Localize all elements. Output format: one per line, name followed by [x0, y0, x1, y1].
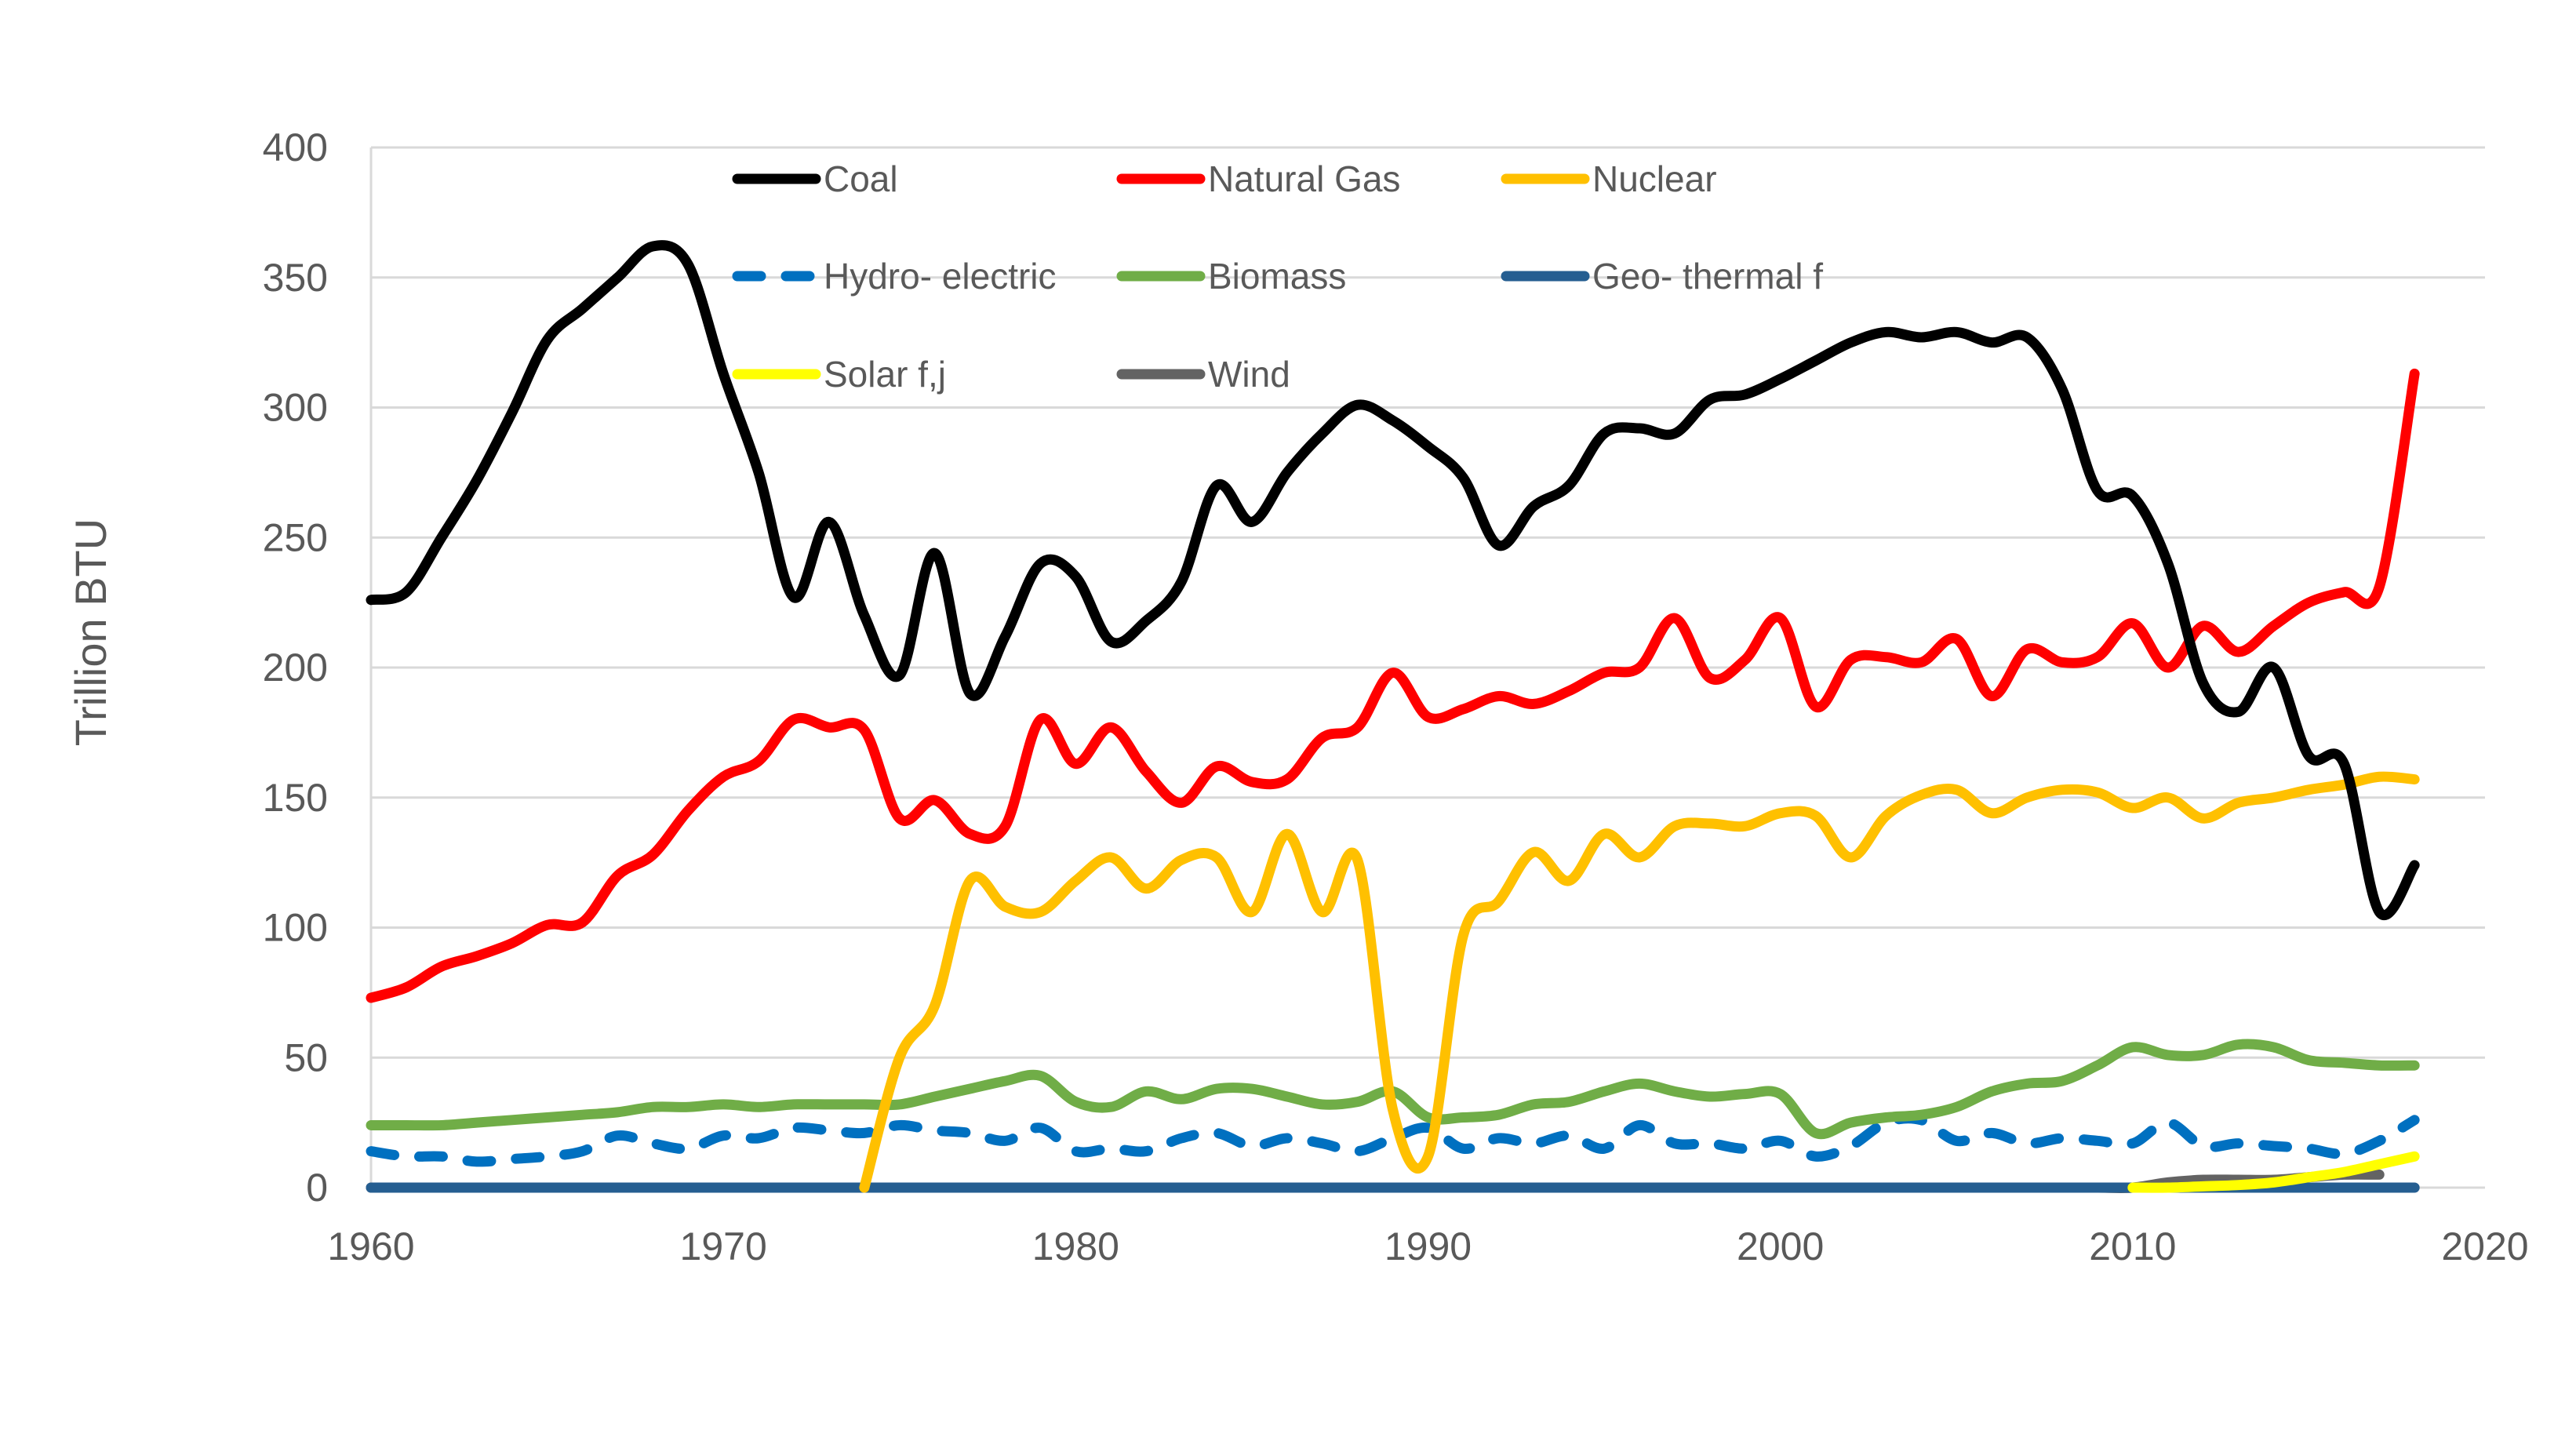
x-tick-label: 1960 — [327, 1224, 414, 1268]
y-axis-label: Trillion BTU — [66, 519, 115, 746]
y-tick-label: 150 — [263, 776, 328, 820]
y-tick-label: 100 — [263, 906, 328, 950]
legend-label-biomass: Biomass — [1208, 256, 1346, 297]
y-tick-label: 0 — [306, 1166, 328, 1210]
x-tick-label: 1980 — [1032, 1224, 1119, 1268]
legend: Coal Natural Gas Nuclear Hydro- electric Bio… — [732, 158, 1823, 395]
legend-label-coal: Coal — [824, 158, 898, 199]
y-tick-label: 350 — [263, 256, 328, 300]
y-tick-label: 400 — [263, 126, 328, 169]
y-tick-label: 300 — [263, 386, 328, 430]
series-line-natural-gas — [366, 368, 2420, 1003]
x-axis: 1960 1970 1980 1990 2000 2010 2020 — [327, 1224, 2528, 1268]
x-tick-label: 2000 — [1737, 1224, 1824, 1268]
x-tick-label: 2020 — [2441, 1224, 2528, 1268]
series-line-solar-f-j — [2127, 1151, 2420, 1193]
legend-label-nuclear: Nuclear — [1592, 158, 1717, 199]
x-tick-label: 2010 — [2089, 1224, 2176, 1268]
legend-label-solar-f-j: Solar f,j — [824, 354, 946, 395]
series-line-coal — [366, 240, 2420, 920]
y-tick-label: 50 — [284, 1035, 328, 1079]
legend-label-wind: Wind — [1208, 354, 1290, 395]
y-tick-label: 250 — [263, 515, 328, 559]
series-line-nuclear — [859, 771, 2420, 1193]
legend-label-geo-thermal-f: Geo- thermal f — [1592, 256, 1823, 297]
series-lines — [366, 240, 2420, 1193]
legend-label-natural-gas: Natural Gas — [1208, 158, 1400, 199]
y-axis: 0 50 100 150 200 250 300 350 400 — [263, 126, 328, 1210]
x-tick-label: 1990 — [1384, 1224, 1472, 1268]
legend-label-hydro-electric: Hydro- electric — [824, 256, 1057, 297]
x-tick-label: 1970 — [680, 1224, 767, 1268]
series-line-hydro-electric — [366, 1113, 2420, 1167]
y-tick-label: 200 — [263, 646, 328, 690]
